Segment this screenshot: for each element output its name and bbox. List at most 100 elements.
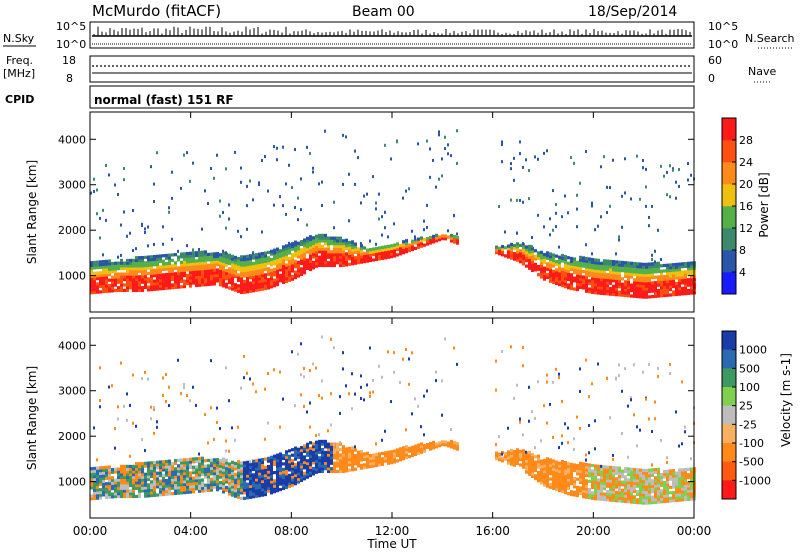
heatmap-cell (168, 278, 171, 282)
heatmap-cell (120, 473, 123, 477)
heatmap-cell (189, 265, 192, 269)
heatmap-cell (600, 278, 603, 282)
heatmap-scatter-point (384, 226, 386, 230)
heatmap-cell (633, 484, 636, 488)
heatmap-cell (303, 455, 306, 459)
heatmap-cell (654, 275, 657, 279)
heatmap-cell (213, 257, 216, 261)
heatmap-cell (156, 260, 159, 264)
heatmap-scatter-point (594, 419, 596, 423)
heatmap-cell (399, 244, 402, 248)
heatmap-cell (102, 260, 105, 264)
heatmap-cell (180, 285, 183, 289)
heatmap-cell (510, 456, 513, 461)
heatmap-cell (366, 248, 369, 252)
heatmap-cell (327, 255, 330, 259)
heatmap-cell (126, 275, 129, 279)
heatmap-cell (129, 280, 132, 284)
heatmap-cell (258, 488, 261, 492)
heatmap-cell (276, 475, 279, 479)
heatmap-cell (660, 264, 663, 268)
heatmap-scatter-point (228, 203, 230, 207)
heatmap-cell (120, 277, 123, 282)
heatmap-cell (627, 277, 630, 281)
heatmap-cell (183, 458, 186, 462)
heatmap-cell (261, 279, 264, 283)
heatmap-scatter-point (648, 363, 650, 367)
heatmap-cell (621, 496, 624, 501)
heatmap-cell (204, 255, 207, 260)
heatmap-cell (654, 467, 657, 472)
heatmap-cell (567, 483, 570, 488)
heatmap-cell (558, 261, 561, 265)
heatmap-cell (93, 496, 96, 501)
heatmap-cell (630, 478, 633, 482)
heatmap-cell (183, 460, 186, 465)
heatmap-scatter-point (654, 417, 656, 421)
heatmap-cell (441, 237, 444, 241)
heatmap-cell (585, 479, 588, 483)
heatmap-cell (348, 452, 351, 456)
heatmap-cell (93, 494, 96, 498)
heatmap-cell (234, 480, 237, 485)
heatmap-cell (228, 478, 231, 482)
heatmap-cell (126, 261, 129, 265)
heatmap-cell (222, 281, 225, 285)
heatmap-cell (627, 266, 630, 271)
heatmap-cell (579, 464, 582, 468)
heatmap-cell (675, 287, 678, 291)
heatmap-cell (600, 275, 603, 279)
heatmap-cell (102, 476, 105, 481)
heatmap-cell (600, 288, 603, 293)
heatmap-cell (618, 466, 621, 470)
heatmap-cell (159, 493, 162, 497)
heatmap-cell (603, 484, 606, 488)
heatmap-cell (108, 468, 111, 472)
heatmap-scatter-point (666, 193, 668, 197)
heatmap-scatter-point (285, 212, 287, 216)
heatmap-cell (387, 450, 390, 454)
heatmap-scatter-point (600, 464, 602, 468)
heatmap-cell (261, 254, 264, 258)
heatmap-cell (444, 234, 447, 238)
heatmap-cell (99, 479, 102, 484)
heatmap-cell (363, 463, 366, 467)
heatmap-cell (378, 463, 381, 467)
heatmap-cell (213, 254, 216, 259)
heatmap-cell (174, 489, 177, 493)
heatmap-cell (450, 445, 453, 449)
heatmap-cell (270, 458, 273, 462)
heatmap-cell (453, 443, 456, 447)
colorbar-segment (722, 461, 736, 481)
heatmap-cell (357, 247, 360, 251)
heatmap-scatter-point (315, 433, 317, 437)
heatmap-cell (543, 274, 546, 278)
heatmap-cell (603, 283, 606, 288)
time-x-axis: 00:00 04:00 08:00 12:00 16:00 20:00 00:00 (73, 112, 711, 538)
heatmap-cell (249, 289, 252, 293)
heatmap-scatter-point (132, 209, 134, 213)
heatmap-cell (159, 465, 162, 470)
heatmap-cell (231, 282, 234, 286)
colorbar-segment (722, 480, 736, 500)
heatmap-cell (372, 247, 375, 251)
heatmap-cell (666, 472, 669, 476)
heatmap-scatter-point (402, 357, 404, 361)
heatmap-scatter-point (654, 249, 656, 253)
heatmap-cell (144, 489, 147, 493)
heatmap-cell (246, 485, 249, 489)
heatmap-cell (372, 456, 375, 460)
heatmap-cell (642, 490, 645, 494)
heatmap-cell (588, 257, 591, 261)
heatmap-cell (261, 262, 264, 267)
heatmap-cell (456, 442, 459, 446)
heatmap-cell (276, 274, 279, 279)
heatmap-cell (252, 478, 255, 482)
heatmap-scatter-point (168, 210, 170, 214)
heatmap-cell (684, 281, 687, 285)
heatmap-cell (318, 247, 321, 251)
heatmap-cell (150, 287, 153, 292)
heatmap-cell (681, 286, 684, 291)
heatmap-cell (573, 276, 576, 280)
heatmap-cell (162, 275, 165, 280)
